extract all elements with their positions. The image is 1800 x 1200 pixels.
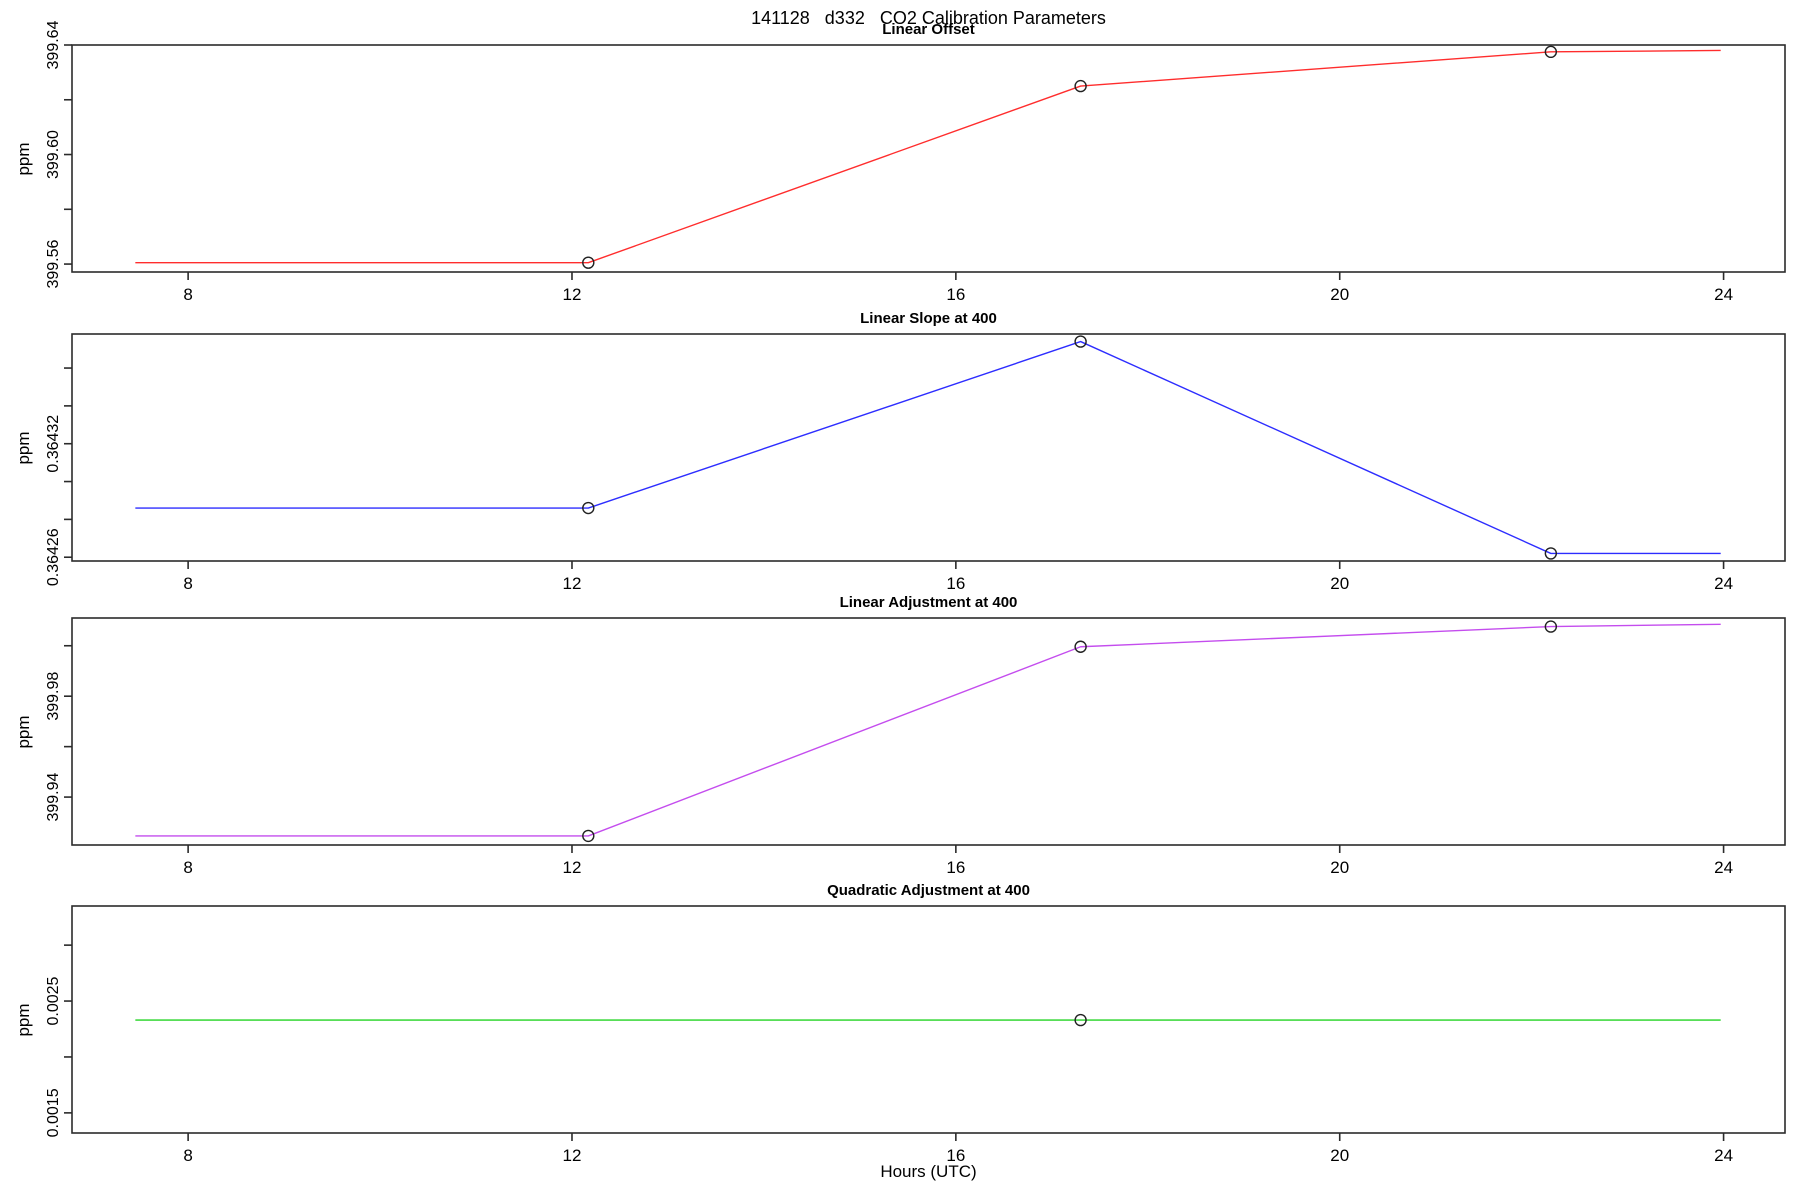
plot-box xyxy=(71,905,1786,1134)
data-point xyxy=(582,256,595,269)
y-tick-label: 399.98 xyxy=(45,672,62,721)
x-tick-label: 24 xyxy=(1714,285,1733,304)
x-tick-label: 20 xyxy=(1330,858,1349,877)
data-point xyxy=(1074,640,1087,653)
data-point xyxy=(1074,335,1087,348)
x-tick-label: 12 xyxy=(563,858,582,877)
x-tick-label: 8 xyxy=(183,285,192,304)
x-tick-label: 12 xyxy=(563,285,582,304)
x-tick-label: 12 xyxy=(563,574,582,593)
x-tick-label: 8 xyxy=(183,574,192,593)
panel-2: 0.36426 0.36432 8 12 16 20 24 xyxy=(45,333,1786,593)
plot-box xyxy=(71,617,1786,846)
data-point xyxy=(1544,620,1558,633)
x-tick-label: 16 xyxy=(946,1146,965,1165)
data-line xyxy=(135,49,1721,264)
x-tick-label: 16 xyxy=(946,858,965,877)
y-tick-label: 0.0015 xyxy=(45,1088,62,1137)
page-title: 141128 d332 CO2 Calibration Parameters xyxy=(751,8,1106,28)
plot-box xyxy=(71,44,1786,273)
y-tick-label: 399.64 xyxy=(45,20,62,69)
x-tick-label: 20 xyxy=(1330,1146,1349,1165)
y-tick-label: 0.36426 xyxy=(45,528,62,586)
plot-box xyxy=(71,333,1786,562)
data-point xyxy=(1544,45,1558,59)
panel-3: 399.94 399.98 8 12 16 20 24 xyxy=(45,617,1786,877)
y-tick-label: 399.94 xyxy=(45,773,62,822)
y-tick-label: 399.56 xyxy=(45,239,62,288)
panel-title-linear-offset: Linear Offset xyxy=(882,21,975,38)
data-point xyxy=(1544,547,1558,560)
panel-title-linear-adjustment: Linear Adjustment at 400 xyxy=(839,594,1018,611)
data-point xyxy=(1074,79,1087,93)
y-tick-label: 399.60 xyxy=(45,130,62,179)
data-point xyxy=(1074,1013,1087,1027)
panel-1: 399.56 399.60 399.64 8 12 16 20 24 xyxy=(45,20,1786,304)
x-tick-label: 16 xyxy=(946,574,965,593)
x-tick-label: 20 xyxy=(1330,574,1349,593)
panel-title-linear-slope: Linear Slope at 400 xyxy=(860,310,997,327)
x-tick-label: 8 xyxy=(183,858,192,877)
data-line xyxy=(135,623,1721,837)
data-point xyxy=(582,501,595,515)
x-tick-label: 16 xyxy=(946,285,965,304)
data-line xyxy=(135,340,1721,555)
x-tick-label: 8 xyxy=(183,1146,192,1165)
panel-title-quadratic-adjustment: Quadratic Adjustment at 400 xyxy=(827,882,1030,899)
y-tick-label: 0.0025 xyxy=(45,976,62,1025)
x-axis-label-hours-utc: Hours (UTC) xyxy=(880,1162,977,1181)
x-tick-label: 24 xyxy=(1714,574,1733,593)
x-tick-label: 12 xyxy=(563,1146,582,1165)
y-tick-label: 0.36432 xyxy=(45,415,62,473)
panel-4: 0.0015 0.0025 8 12 16 20 24 xyxy=(45,905,1786,1165)
x-tick-label: 20 xyxy=(1330,285,1349,304)
data-point xyxy=(582,829,595,843)
x-tick-label: 24 xyxy=(1714,1146,1733,1165)
x-tick-label: 24 xyxy=(1714,858,1733,877)
